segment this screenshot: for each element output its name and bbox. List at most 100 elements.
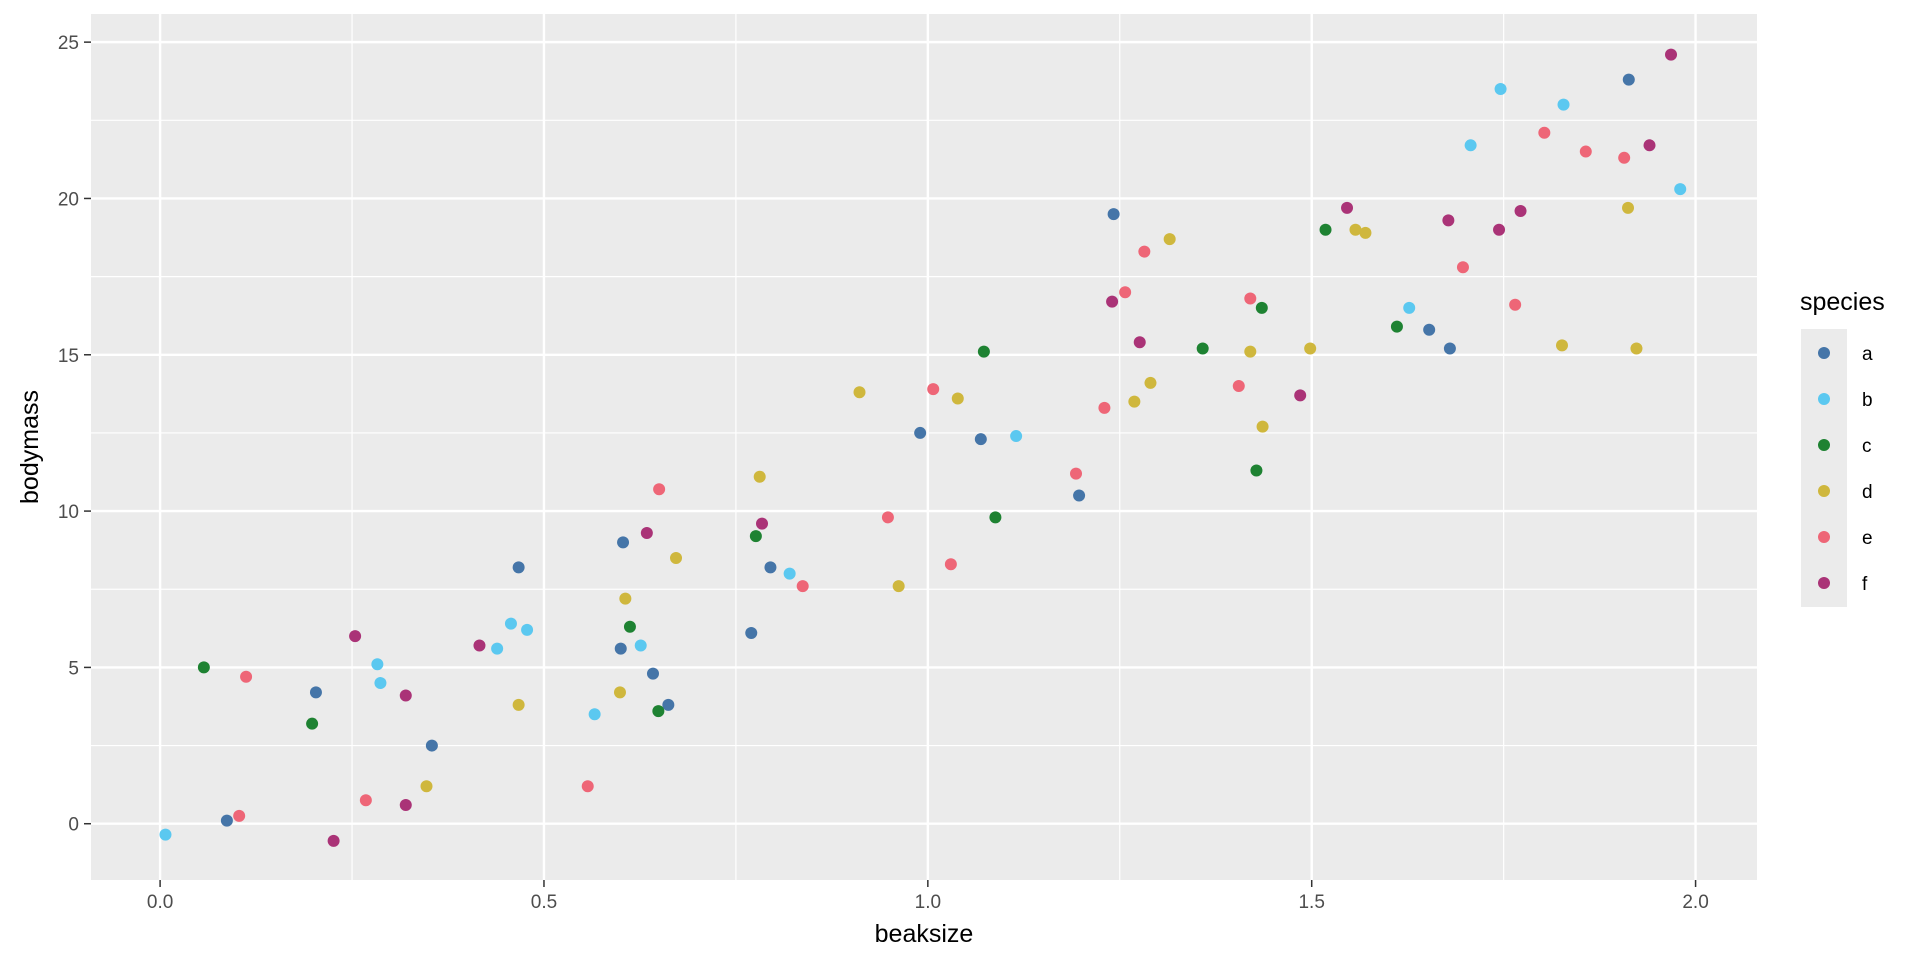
data-point-e (1618, 151, 1631, 164)
legend-item-a: a (1818, 344, 1873, 365)
data-point-e (1232, 380, 1245, 393)
legend-key-c (1818, 439, 1830, 451)
data-point-a (614, 642, 627, 655)
data-point-f (640, 526, 653, 539)
data-point-e (944, 558, 957, 571)
data-point-e (233, 809, 246, 822)
data-point-c (306, 717, 319, 730)
legend-label: d (1862, 482, 1873, 503)
legend-label: b (1862, 390, 1873, 411)
data-point-d (1128, 395, 1141, 408)
data-point-e (927, 383, 940, 396)
data-point-c (1390, 320, 1403, 333)
data-point-c (977, 345, 990, 358)
legend-item-c: c (1818, 436, 1872, 457)
data-point-a (1443, 342, 1456, 355)
data-point-b (1494, 83, 1507, 96)
data-point-f (473, 639, 486, 652)
data-point-f (1106, 295, 1119, 308)
data-point-a (1107, 208, 1120, 221)
data-point-c (1196, 342, 1209, 355)
data-point-d (1630, 342, 1643, 355)
data-point-e (1138, 245, 1151, 258)
y-tick-label: 25 (58, 33, 79, 54)
data-point-a (220, 814, 233, 827)
data-point-b (371, 658, 384, 671)
series-a (220, 73, 1635, 827)
data-point-c (1255, 301, 1268, 314)
data-point-f (399, 798, 412, 811)
data-point-b (783, 567, 796, 580)
data-point-c (749, 530, 762, 543)
plot-panel (91, 14, 1757, 880)
legend-item-e: e (1818, 528, 1873, 549)
data-point-a (1622, 73, 1635, 86)
data-point-b (504, 617, 517, 630)
data-point-d (1349, 223, 1362, 236)
data-point-c (1319, 223, 1332, 236)
legend-label: e (1862, 528, 1873, 549)
y-tick-label: 15 (58, 346, 79, 367)
legend-item-b: b (1818, 390, 1873, 411)
y-tick-label: 0 (68, 815, 79, 836)
data-point-e (1070, 467, 1083, 480)
y-axis-ticks: 0 5 10 15 20 25 (58, 33, 91, 836)
data-point-f (1643, 139, 1656, 152)
data-point-c (1250, 464, 1263, 477)
data-point-c (623, 620, 636, 633)
data-point-d (1244, 345, 1257, 358)
legend-label: c (1862, 436, 1872, 457)
data-point-d (512, 698, 525, 711)
data-point-f (1665, 48, 1678, 61)
data-point-f (349, 630, 362, 643)
data-point-a (1423, 323, 1436, 336)
data-point-e (1538, 126, 1551, 139)
data-point-b (1464, 139, 1477, 152)
data-point-d (753, 470, 766, 483)
legend-key-d (1818, 485, 1830, 497)
data-point-f (327, 834, 340, 847)
data-point-e (1244, 292, 1257, 305)
data-point-e (1456, 261, 1469, 274)
data-point-b (521, 623, 534, 636)
data-point-d (670, 551, 683, 564)
data-point-b (1674, 183, 1687, 196)
legend-key-e (1818, 531, 1830, 543)
data-points (159, 48, 1687, 847)
data-point-b (374, 677, 387, 690)
data-point-e (881, 511, 894, 524)
data-point-d (951, 392, 964, 405)
data-point-f (1294, 389, 1307, 402)
series-d (420, 201, 1643, 793)
data-point-b (1557, 98, 1570, 111)
legend-title: species (1800, 288, 1885, 316)
data-point-c (989, 511, 1002, 524)
legend-label: f (1862, 574, 1868, 595)
data-point-a (1073, 489, 1086, 502)
data-point-d (619, 592, 632, 605)
data-point-a (974, 433, 987, 446)
data-point-e (359, 794, 372, 807)
y-axis-title: bodymass (16, 390, 44, 504)
data-point-b (159, 828, 172, 841)
legend-label: a (1862, 344, 1873, 365)
legend-items: a b c d e f (1818, 344, 1873, 595)
x-tick-label: 2.0 (1682, 892, 1708, 913)
x-tick-label: 0.5 (531, 892, 557, 913)
legend-item-f: f (1818, 574, 1868, 595)
x-axis-title: beaksize (875, 920, 974, 948)
data-point-f (1514, 204, 1527, 217)
data-point-a (914, 426, 927, 439)
data-point-b (634, 639, 647, 652)
legend-key-f (1818, 577, 1830, 589)
data-point-f (1133, 336, 1146, 349)
y-tick-label: 20 (58, 189, 79, 210)
data-point-d (1256, 420, 1269, 433)
data-point-e (653, 483, 666, 496)
data-point-f (756, 517, 769, 530)
legend-key-a (1818, 347, 1830, 359)
y-tick-label: 10 (58, 502, 79, 523)
data-point-c (197, 661, 210, 674)
data-point-a (512, 561, 525, 574)
data-point-c (652, 705, 665, 718)
